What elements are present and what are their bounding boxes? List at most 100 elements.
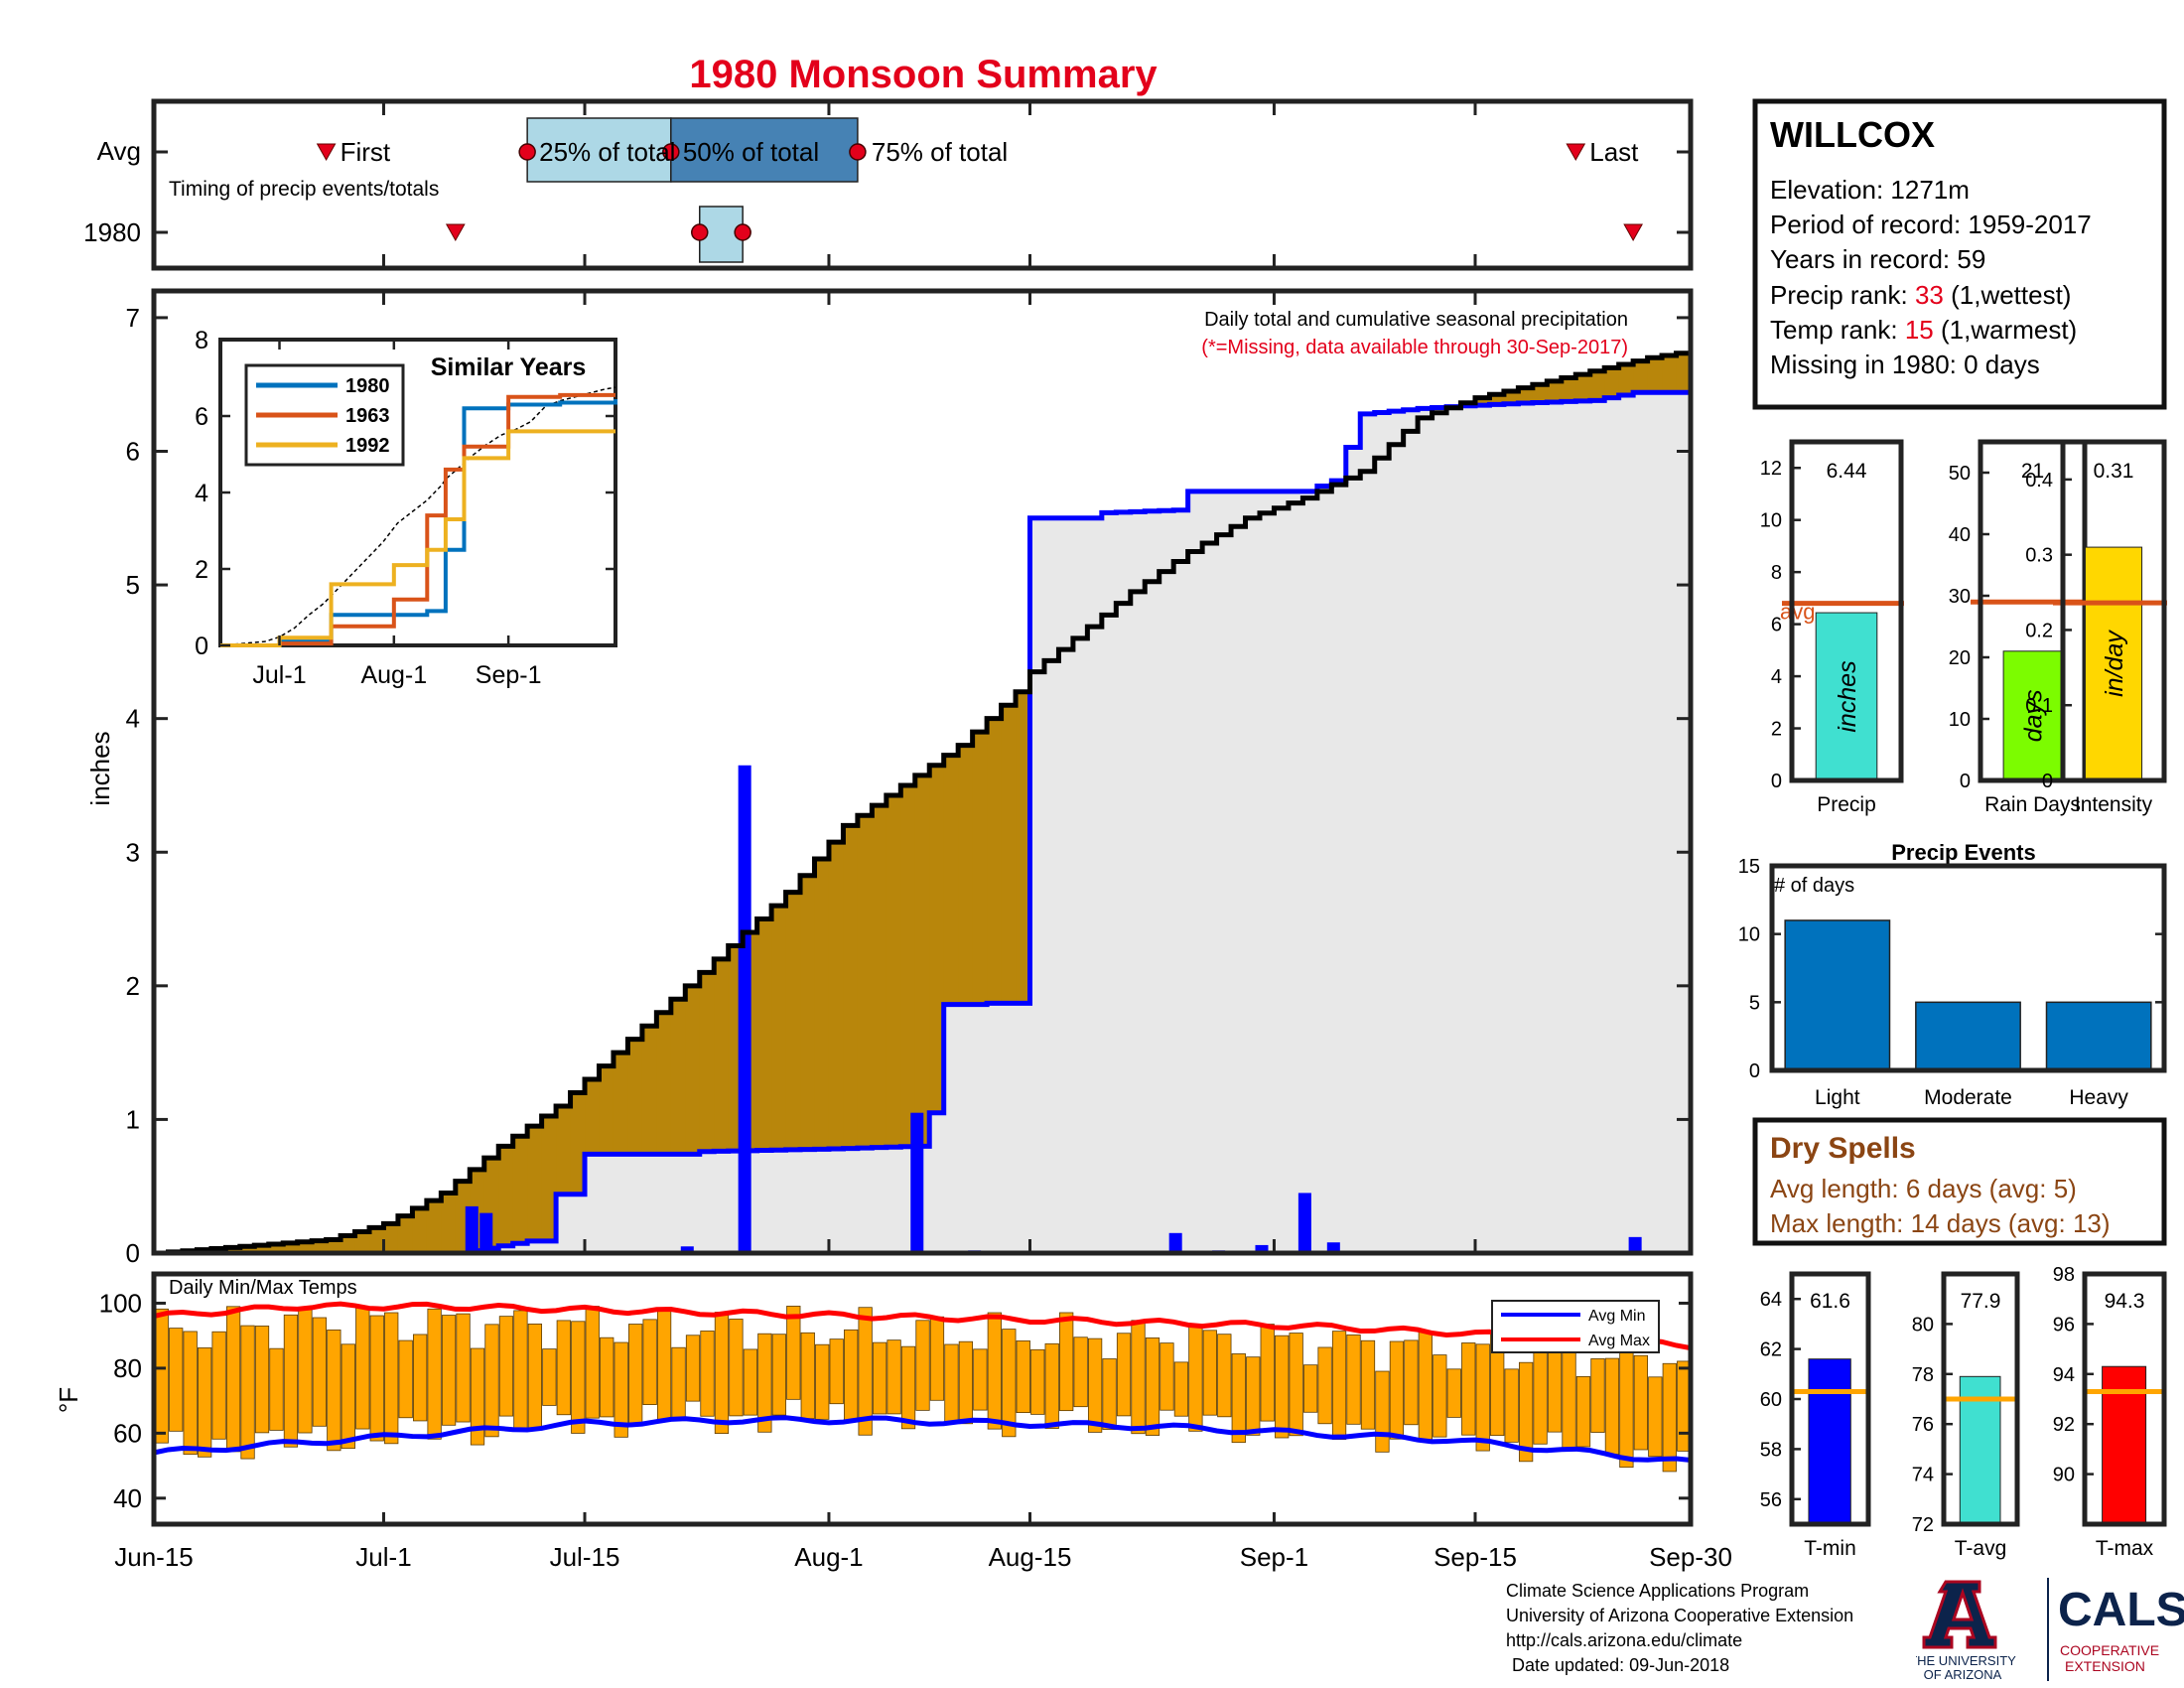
station-precip-rank: Precip rank: 33 (1,wettest) [1770, 280, 2071, 310]
deficit-surplus-band [585, 1079, 601, 1155]
daily-temp-bar [1562, 1339, 1576, 1452]
year-cumulative-fill [1173, 509, 1189, 1253]
avg-75-marker [849, 143, 867, 161]
daily-temp-bar [1260, 1324, 1275, 1422]
year-cumulative-fill [1202, 491, 1218, 1253]
avg-first-marker [316, 143, 337, 162]
temp-y-label: °F [54, 1387, 83, 1413]
inset-x-tick-label: Aug-1 [360, 661, 427, 689]
date-tick-label: Jul-15 [550, 1542, 620, 1572]
legend-avg-min-label: Avg Min [1588, 1308, 1646, 1325]
inset-series-1963 [220, 392, 615, 647]
footer-credits: Climate Science Applications Program Uni… [1506, 1579, 1853, 1678]
daily-temp-bar [1389, 1340, 1405, 1440]
deficit-surplus-band [886, 795, 901, 1148]
cals-logo-line2: EXTENSION [2065, 1658, 2145, 1674]
summary-y-tick-label: 0 [1960, 771, 1971, 792]
summary-y-tick-label: 10 [1949, 709, 1971, 731]
year-cumulative-fill [929, 1112, 945, 1253]
daily-temp-bar [1648, 1376, 1663, 1458]
daily-temp-bar [1475, 1343, 1490, 1452]
deficit-surplus-band [297, 1241, 313, 1253]
summary-label: Rain Days [1984, 793, 2081, 816]
main-y-tick-label: 0 [126, 1238, 140, 1268]
daily-temp-bar [1575, 1376, 1591, 1448]
avg-50-label: 50% of total [683, 137, 819, 167]
year-cumulative-fill [1575, 400, 1591, 1253]
deficit-surplus-band [987, 718, 1003, 1004]
temp-plot-area: 40 60 80 100 [99, 1271, 1694, 1527]
temp-panel-2: 94.3 90 92 94 96 98 T-max [2053, 1264, 2167, 1560]
daily-precip-bar [1326, 1242, 1340, 1253]
summary-label: Intensity [2075, 793, 2153, 816]
precip-event-bar-Moderate [1915, 1001, 2021, 1071]
daily-temp-bar [1446, 1368, 1461, 1418]
daily-temp-bar [642, 1319, 657, 1405]
summary-y-tick-label: 40 [1949, 524, 1971, 546]
summary-bar [2002, 650, 2063, 781]
summary-bar-unit: in/day [2101, 630, 2128, 697]
year-cumulative-fill [527, 1240, 543, 1253]
year-cumulative-fill [512, 1243, 528, 1253]
deficit-surplus-band [498, 1146, 514, 1246]
daily-temp-bar [743, 1348, 758, 1416]
temp-summary-panels: 61.6 56 58 60 62 64 T-min 77.9 72 74 76 78 80 T-avg 94… [1760, 1264, 2167, 1560]
daily-temp-bar [944, 1343, 959, 1425]
daily-temp-bar [1433, 1354, 1447, 1438]
summary-value: 0.31 [2094, 460, 2134, 483]
year-cumulative-fill [1130, 511, 1146, 1253]
date-tick-label: Sep-1 [1240, 1542, 1308, 1572]
dry-spells-frame [1752, 1117, 2167, 1246]
daily-temp-bar [456, 1313, 471, 1423]
daily-temp-bar [327, 1329, 341, 1452]
main-y-tick-label: 4 [126, 704, 140, 734]
daily-temp-bar [600, 1336, 614, 1418]
daily-temp-bar [973, 1348, 988, 1411]
precip-event-category: Moderate [1924, 1086, 2012, 1109]
daily-temp-bar [1633, 1354, 1648, 1451]
temp-y-tick-label: 40 [113, 1483, 142, 1513]
deficit-surplus-band [771, 906, 787, 1151]
year-cumulative-fill [1058, 517, 1074, 1253]
date-tick-label: Jul-1 [355, 1542, 411, 1572]
year-cumulative-fill [828, 1149, 845, 1253]
year-cumulative-fill [1460, 405, 1476, 1253]
daily-temp-bar [283, 1314, 299, 1448]
deficit-surplus-band [1001, 705, 1017, 1004]
inset-y-tick-label: 0 [195, 633, 208, 660]
inset-legend-items: 1980 1963 1992 [256, 375, 390, 457]
daily-temp-bar [628, 1324, 643, 1425]
precip-events-ylabel: # of days [1774, 875, 1854, 897]
daily-temp-bar [786, 1306, 801, 1400]
temp-summary-y-tick-label: 62 [1760, 1339, 1782, 1361]
deficit-surplus-band [900, 784, 916, 1147]
temp-summary-label: T-avg [1955, 1537, 2007, 1560]
year-cumulative-fill [714, 1151, 730, 1253]
daily-temp-bar [714, 1312, 730, 1435]
inset-x-tick-label: Jul-1 [252, 661, 306, 689]
deficit-surplus-band [225, 1247, 241, 1253]
deficit-surplus-band [914, 774, 930, 1147]
year-cumulative-fill [1403, 409, 1419, 1253]
deficit-surplus-band [412, 1207, 428, 1253]
date-tick-label: Jun-15 [114, 1542, 194, 1572]
deficit-surplus-band [369, 1227, 385, 1253]
summary-y-tick-label: 20 [1949, 647, 1971, 669]
daily-temp-bar [298, 1309, 313, 1434]
daily-temp-bar [384, 1312, 399, 1445]
station-temp-rank: Temp rank: 15 (1,warmest) [1770, 315, 2077, 345]
inset-legend-label-1980: 1980 [345, 375, 390, 397]
year-cumulative-fill [699, 1151, 715, 1253]
daily-temp-bar [915, 1320, 930, 1411]
daily-temp-bar [1116, 1333, 1132, 1417]
summary-y-tick-label: 0.1 [2025, 695, 2053, 717]
station-name: WILLCOX [1770, 114, 1935, 155]
daily-temp-bar [169, 1328, 184, 1432]
summary-bar-panels: inches avg 6.44 0 2 4 6 8 10 12 Precip days 21 0 10 20 3… [1760, 439, 2167, 816]
year-cumulative-fill [1016, 1003, 1031, 1253]
daily-temp-bar [1289, 1333, 1303, 1437]
temp-summary-y-tick-label: 58 [1760, 1439, 1782, 1461]
daily-temp-bar [1044, 1342, 1059, 1429]
deficit-surplus-band [814, 858, 830, 1150]
